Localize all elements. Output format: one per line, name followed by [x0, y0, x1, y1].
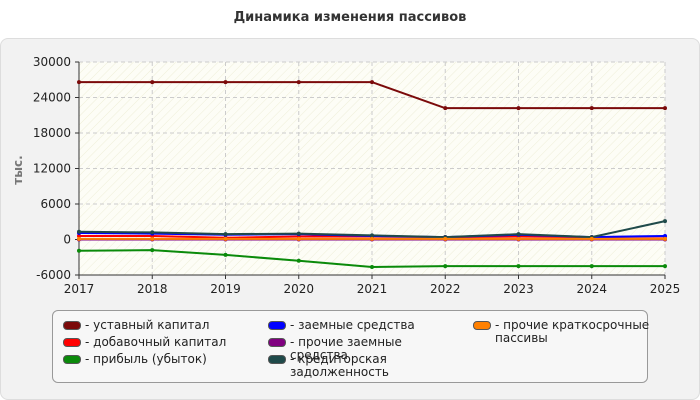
y-tick-label: 12000 — [33, 162, 71, 176]
data-point — [443, 236, 448, 241]
data-point — [77, 233, 81, 238]
legend-label: - уставный капитал — [85, 318, 210, 332]
x-tick-label: 2018 — [137, 282, 168, 296]
data-point — [370, 233, 374, 238]
chart: тыс. -6000 0 6000 12000 18000 24000 30000 2017 2… — [11, 55, 681, 296]
data-point — [296, 236, 301, 241]
y-axis-label: тыс. — [11, 155, 25, 184]
data-point — [516, 232, 521, 237]
x-tick-label: 2024 — [576, 282, 607, 296]
x-tick-label: 2022 — [430, 282, 461, 296]
legend-swatch — [63, 338, 81, 347]
data-point — [296, 258, 301, 263]
legend-label: - заемные средства — [290, 318, 415, 332]
data-point — [663, 233, 667, 238]
legend-label: - прочие заемные средства — [290, 335, 402, 362]
data-point — [223, 236, 228, 241]
legend-item[interactable]: - добавочный капитал — [63, 336, 243, 349]
legend-swatch — [63, 321, 81, 330]
data-point — [77, 236, 81, 241]
data-point — [150, 80, 155, 85]
y-tick-label: 18000 — [33, 126, 71, 140]
data-point — [589, 264, 594, 269]
legend-swatch — [268, 355, 286, 364]
x-tick-label: 2017 — [64, 282, 95, 296]
data-point — [589, 106, 594, 111]
x-tick-label: 2021 — [357, 282, 388, 296]
legend-item[interactable]: - прибыль (убыток) — [63, 353, 243, 366]
data-point — [77, 80, 81, 85]
data-point — [516, 236, 521, 241]
data-point — [663, 236, 667, 241]
data-point — [150, 236, 155, 241]
x-tick-label: 2023 — [503, 282, 534, 296]
legend-label: - прибыль (убыток) — [85, 352, 207, 366]
data-point — [663, 264, 667, 269]
legend: - уставный капитал - добавочный капитал - … — [52, 310, 649, 383]
legend-item[interactable]: - прочие заемные средства — [268, 336, 448, 362]
data-point — [77, 248, 81, 253]
data-point — [443, 106, 448, 111]
legend-label: - прочие краткосрочные пассивы — [495, 318, 650, 345]
legend-item[interactable]: - кредиторская задолженность — [268, 353, 448, 379]
legend-label: - кредиторская задолженность — [290, 352, 389, 379]
x-tick-label: 2025 — [650, 282, 681, 296]
data-point — [77, 229, 81, 234]
data-point — [663, 106, 667, 111]
legend-swatch — [268, 321, 286, 330]
legend-label: - добавочный капитал — [85, 335, 227, 349]
legend-item[interactable]: - прочие краткосрочные пассивы — [473, 319, 653, 345]
data-point — [150, 230, 155, 235]
chart-title: Динамика изменения пассивов — [233, 10, 467, 25]
x-tick-label: 2020 — [283, 282, 314, 296]
x-tick-label: 2019 — [210, 282, 241, 296]
data-point — [296, 231, 301, 236]
data-point — [516, 264, 521, 269]
data-point — [223, 80, 228, 85]
data-point — [296, 80, 301, 85]
y-tick-label: 0 — [63, 233, 71, 247]
y-tick-label: -6000 — [36, 268, 71, 282]
data-point — [370, 80, 374, 85]
legend-swatch — [63, 355, 81, 364]
data-point — [150, 248, 155, 253]
legend-swatch — [268, 338, 286, 347]
data-point — [370, 265, 374, 270]
y-tick-label: 24000 — [33, 91, 71, 105]
data-point — [443, 264, 448, 269]
data-point — [663, 219, 667, 224]
legend-item[interactable]: - уставный капитал — [63, 319, 243, 332]
data-point — [370, 236, 374, 241]
data-point — [223, 252, 228, 257]
data-point — [516, 106, 521, 111]
legend-item[interactable]: - заемные средства — [268, 319, 448, 332]
legend-swatch — [473, 321, 491, 330]
y-tick-label: 6000 — [40, 197, 71, 211]
data-point — [223, 232, 228, 237]
y-tick-label: 30000 — [33, 55, 71, 69]
data-point — [589, 236, 594, 241]
